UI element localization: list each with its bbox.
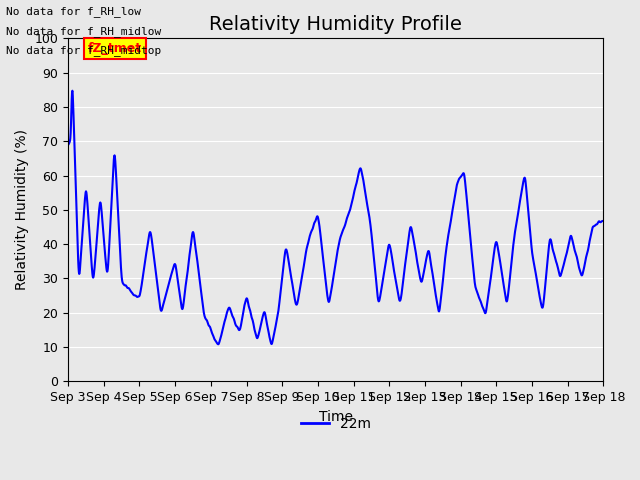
Text: No data for f_RH_midtop: No data for f_RH_midtop [6, 45, 162, 56]
Text: No data for f_RH_low: No data for f_RH_low [6, 6, 141, 17]
X-axis label: Time: Time [319, 410, 353, 424]
Text: fZ_tmet: fZ_tmet [88, 42, 142, 55]
Legend: 22m: 22m [295, 411, 376, 436]
Text: No data for f_RH_midlow: No data for f_RH_midlow [6, 25, 162, 36]
Title: Relativity Humidity Profile: Relativity Humidity Profile [209, 15, 462, 34]
Y-axis label: Relativity Humidity (%): Relativity Humidity (%) [15, 130, 29, 290]
